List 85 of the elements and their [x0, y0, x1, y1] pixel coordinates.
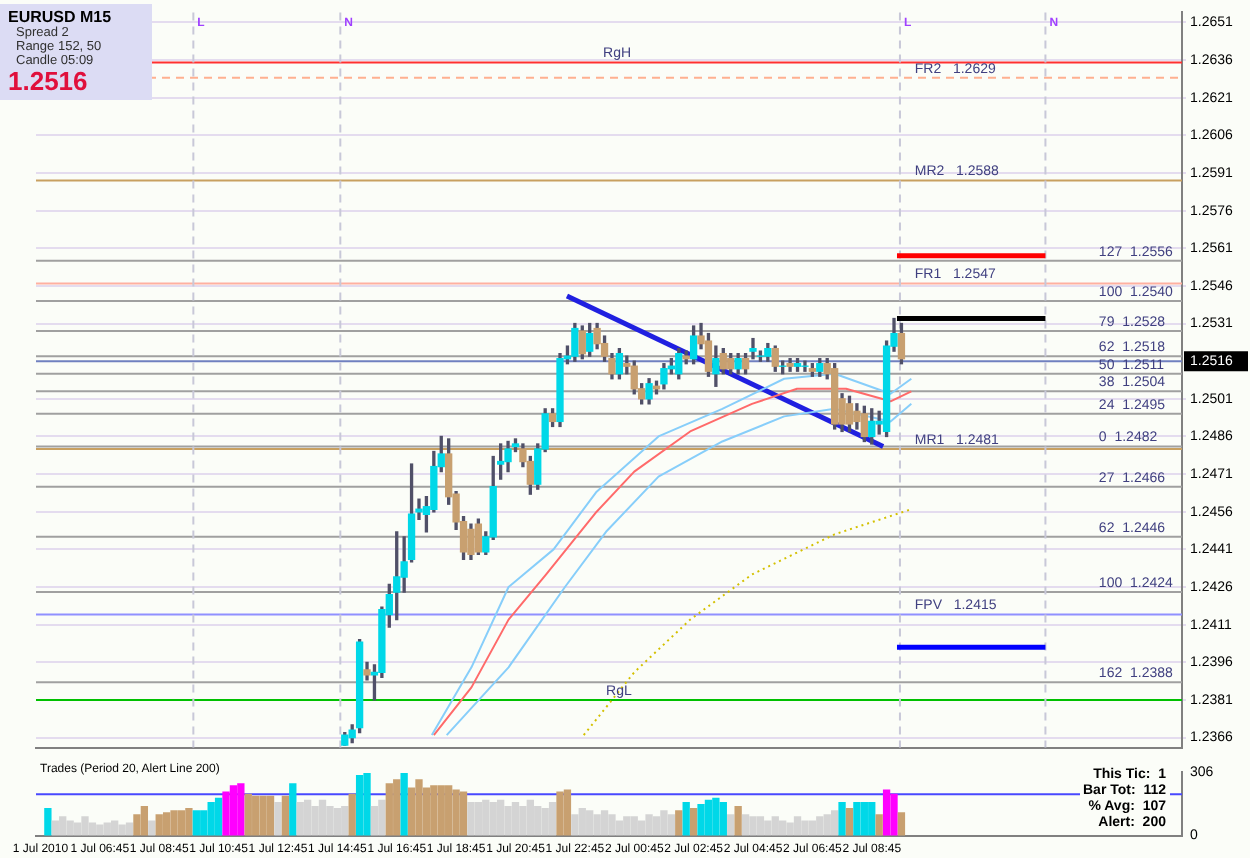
bar: [162, 812, 171, 836]
bar: [281, 795, 290, 836]
bar: [868, 801, 876, 836]
bar: [838, 801, 846, 836]
bar: [177, 810, 186, 836]
bar: [793, 816, 802, 836]
candlestick: [749, 337, 757, 360]
bar: [400, 772, 408, 836]
bar: [675, 810, 683, 836]
bar: [51, 820, 59, 836]
bar: [133, 814, 141, 836]
bar: [853, 801, 861, 836]
bar: [333, 808, 342, 836]
bar: [712, 797, 720, 836]
line-series: [582, 508, 913, 737]
bar: [704, 799, 713, 836]
bar: [385, 783, 393, 836]
bar: [422, 787, 431, 836]
bar: [556, 791, 564, 836]
bar: [237, 783, 245, 836]
bar: [548, 801, 557, 836]
bar: [830, 810, 839, 836]
bar: [370, 806, 379, 836]
bar: [296, 801, 304, 836]
bar: [244, 793, 252, 836]
bar: [890, 793, 898, 836]
bar: [875, 814, 883, 836]
bar: [222, 791, 230, 836]
bar: [274, 801, 282, 836]
bar: [727, 814, 735, 836]
bar: [474, 801, 483, 836]
chart-title: EURUSD M15: [8, 8, 114, 26]
bar: [652, 816, 661, 836]
candlestick: [341, 734, 349, 746]
bar: [363, 772, 371, 836]
bar: [808, 820, 817, 836]
bar: [341, 806, 349, 836]
bar: [407, 787, 416, 836]
bar: [185, 808, 193, 836]
bar: [430, 785, 438, 836]
bar: [170, 810, 178, 836]
bar: [452, 789, 460, 836]
bar: [459, 791, 468, 836]
bar: [882, 789, 891, 836]
annotation: 1.2516: [8, 66, 90, 96]
bar: [252, 795, 260, 836]
bar: [200, 810, 208, 836]
bar: [140, 806, 149, 836]
bar: [229, 785, 238, 836]
bar: [741, 814, 750, 836]
bar: [860, 801, 868, 836]
bar: [697, 803, 705, 836]
bar: [689, 808, 698, 836]
bar: [600, 810, 609, 836]
bar: [289, 783, 297, 836]
bar: [259, 795, 267, 836]
bar: [318, 799, 327, 836]
bar: [148, 820, 156, 836]
bar: [348, 793, 356, 836]
bar: [511, 801, 520, 836]
bar: [437, 785, 445, 836]
bar: [214, 797, 223, 836]
bar: [615, 820, 624, 836]
bar: [563, 789, 572, 836]
bar: [608, 814, 616, 836]
bar: [897, 812, 906, 836]
bar: [355, 775, 364, 836]
bar: [667, 814, 676, 836]
bar: [571, 814, 579, 836]
bar: [155, 814, 163, 836]
bar: [378, 799, 386, 836]
bar: [44, 808, 52, 836]
bar: [845, 808, 854, 836]
bar: [496, 799, 505, 836]
bar: [393, 779, 401, 836]
bar: [415, 779, 423, 836]
bar: [445, 785, 453, 836]
bar: [719, 801, 727, 836]
bar: [192, 810, 200, 836]
bar: [756, 816, 765, 836]
bar: [734, 806, 742, 836]
bar: [266, 795, 275, 836]
bar: [207, 801, 215, 836]
bar: [467, 801, 475, 836]
bar: [682, 801, 690, 836]
